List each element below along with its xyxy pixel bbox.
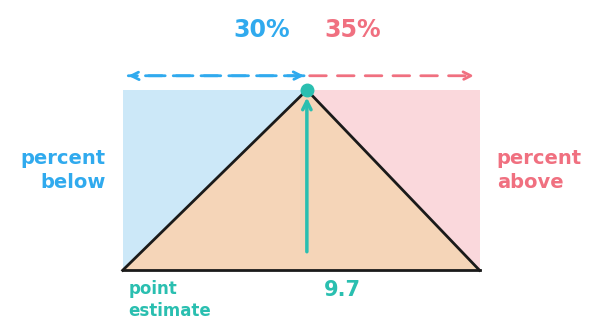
Text: 30%: 30%: [233, 18, 290, 42]
Text: point
estimate: point estimate: [128, 280, 211, 320]
Text: 35%: 35%: [324, 18, 381, 42]
Bar: [122, 90, 307, 270]
Bar: [307, 90, 479, 270]
Polygon shape: [122, 90, 479, 270]
Text: 9.7: 9.7: [324, 280, 361, 300]
Text: percent
below: percent below: [20, 149, 106, 192]
Text: percent
above: percent above: [497, 149, 582, 192]
